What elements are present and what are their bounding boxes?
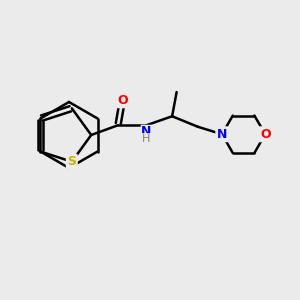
Text: S: S bbox=[67, 155, 76, 168]
Text: O: O bbox=[117, 94, 128, 107]
Text: N: N bbox=[141, 125, 152, 138]
Text: N: N bbox=[217, 128, 227, 141]
Text: O: O bbox=[260, 128, 271, 141]
Text: H: H bbox=[142, 134, 151, 144]
